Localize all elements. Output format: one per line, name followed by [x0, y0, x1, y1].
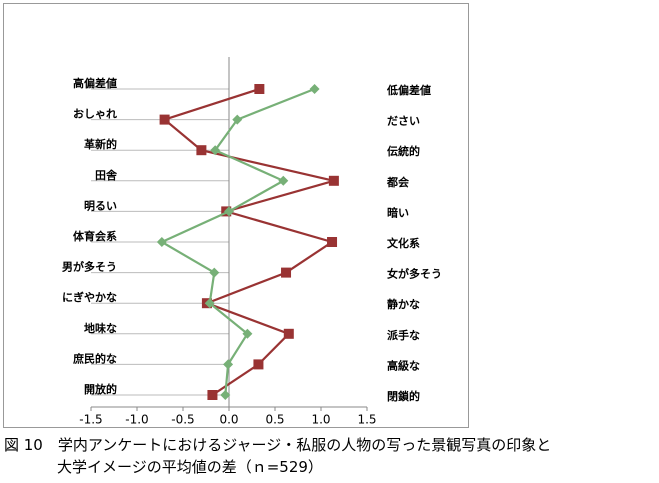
right-label: 高級な [387, 358, 420, 372]
right-label: 文化系 [387, 236, 420, 250]
right-label: 暗い [387, 205, 409, 219]
marker [328, 175, 339, 186]
x-tick-label: 1.5 [357, 413, 376, 427]
marker [232, 114, 243, 125]
left-label: おしゃれ [73, 108, 117, 121]
left-label: 高偏差値 [73, 76, 117, 90]
marker [156, 237, 167, 247]
left-label: 開放的 [84, 382, 117, 396]
right-label: 閉鎖的 [387, 389, 420, 403]
marker [281, 267, 292, 278]
x-tick-label: -0.5 [171, 413, 194, 427]
right-label: 伝統的 [387, 144, 420, 158]
marker [220, 390, 231, 400]
caption-line: 図 10 学内アンケートにおけるジャージ・私服の人物の写った景観写真の印象と [4, 436, 552, 454]
chart-frame [3, 3, 469, 428]
marker [224, 206, 234, 217]
caption-line: 大学イメージの平均値の差（ｎ=529） [57, 458, 323, 476]
marker [159, 114, 170, 125]
right-label: ださい [387, 115, 420, 128]
right-label: 都会 [386, 175, 410, 189]
marker [309, 84, 320, 94]
x-tick-label: -1.5 [79, 413, 102, 427]
right-label: 低偏差値 [386, 83, 431, 97]
marker [283, 328, 294, 339]
marker [210, 145, 221, 156]
marker [204, 298, 215, 309]
marker [207, 390, 218, 400]
left-label: 地味な [84, 321, 117, 335]
marker [209, 267, 220, 278]
left-label: 男が多そう [62, 260, 117, 274]
right-label: 女が多そう [387, 267, 442, 281]
marker [196, 145, 207, 156]
right-label: 派手な [387, 328, 420, 342]
left-label: 庶民的な [73, 351, 117, 365]
marker [327, 237, 338, 247]
marker [278, 175, 289, 186]
left-label: にぎやかな [62, 290, 117, 304]
left-label: 体育会系 [73, 229, 117, 243]
right-label: 静かな [387, 297, 420, 311]
x-tick-label: 0.5 [265, 413, 284, 427]
x-tick-label: 0.0 [219, 413, 238, 427]
left-label: 明るい [84, 199, 117, 212]
x-tick-label: 1.0 [311, 413, 330, 427]
left-label: 田舎 [95, 168, 118, 182]
x-tick-label: -1.0 [125, 413, 148, 427]
marker [242, 328, 253, 339]
left-label: 革新的 [84, 137, 117, 151]
caption: 図 10 学内アンケートにおけるジャージ・私服の人物の写った景観写真の印象と 大… [4, 434, 659, 478]
marker [254, 84, 265, 94]
marker [223, 359, 234, 370]
marker [253, 359, 264, 370]
